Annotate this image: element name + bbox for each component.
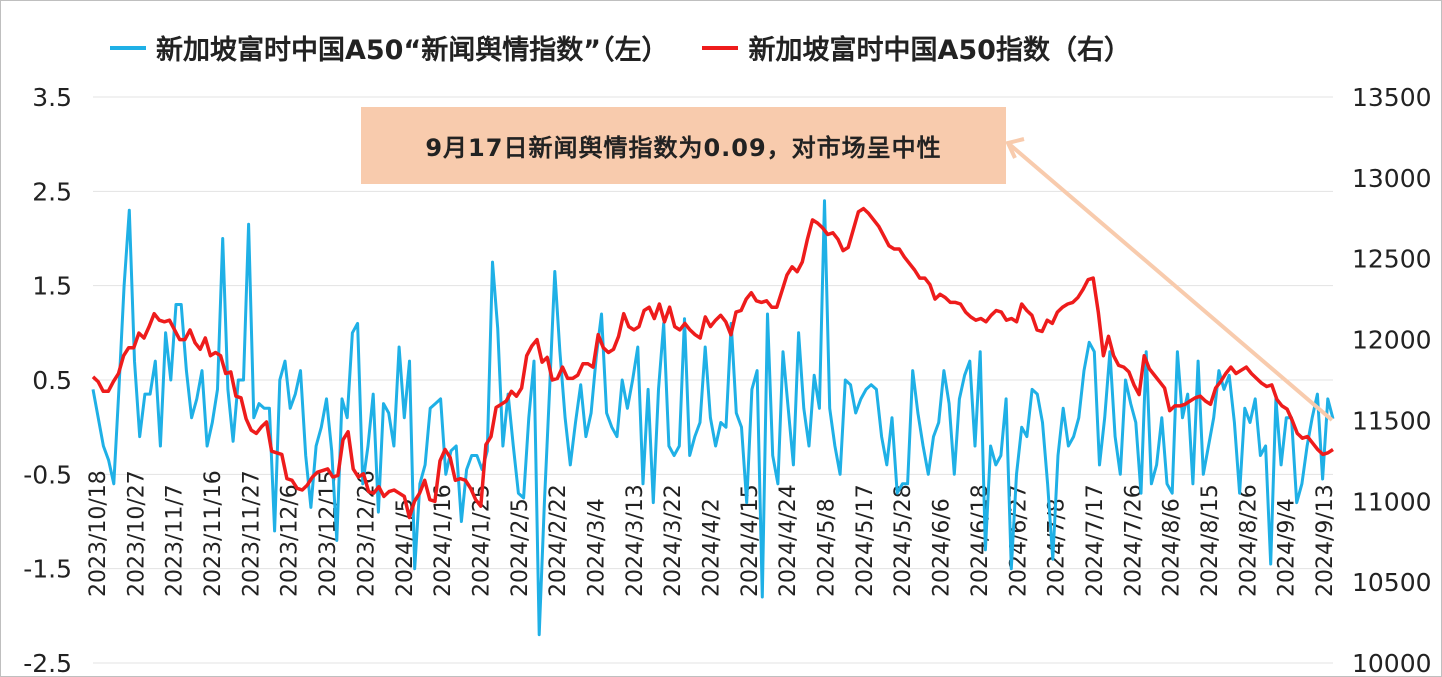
x-tick-label: 2024/3/22 — [661, 484, 686, 597]
x-tick-label: 2023/11/7 — [163, 484, 188, 597]
y-left-tick-label: 1.5 — [32, 272, 72, 301]
y-left-tick-label: 2.5 — [32, 177, 72, 206]
y-left-tick-label: 0.5 — [32, 366, 72, 395]
y-right-tick-label: 11000 — [1352, 487, 1432, 516]
y-left-tick-label: -2.5 — [23, 649, 72, 677]
legend-swatch-a50 — [702, 45, 739, 50]
y-right-tick-label: 10500 — [1352, 568, 1432, 597]
x-tick-label: 2024/4/15 — [738, 484, 763, 597]
x-tick-label: 2024/5/28 — [891, 484, 916, 597]
y-right-tick-label: 13000 — [1352, 164, 1432, 193]
x-tick-label: 2024/9/4 — [1275, 498, 1300, 597]
x-tick-label: 2024/5/17 — [853, 484, 878, 597]
legend-label-sentiment: 新加坡富时中国A50“新闻舆情指数”（左） — [156, 35, 669, 66]
x-tick-label: 2024/8/6 — [1160, 498, 1185, 597]
legend: 新加坡富时中国A50“新闻舆情指数”（左） 新加坡富时中国A50指数（右） — [110, 28, 1165, 67]
y-left-tick-label: -1.5 — [23, 555, 72, 584]
y-left-tick-label: -0.5 — [23, 460, 72, 489]
x-tick-label: 2024/3/13 — [623, 484, 648, 597]
x-tick-label: 2024/4/2 — [700, 498, 725, 597]
annotation-arrow — [1006, 141, 1334, 422]
legend-item-sentiment: 新加坡富时中国A50“新闻舆情指数”（左） — [110, 28, 668, 67]
y-right-tick-label: 12000 — [1352, 326, 1432, 355]
x-tick-label: 2024/6/6 — [930, 498, 955, 597]
y-right-tick-label: 11500 — [1352, 406, 1432, 435]
annotation-box: 9月17日新闻舆情指数为0.09，对市场呈中性 — [361, 107, 1006, 184]
y-right-tick-label: 13500 — [1352, 83, 1432, 112]
x-tick-label: 2023/10/27 — [124, 470, 149, 597]
series-line-sentiment — [91, 199, 1335, 637]
x-tick-label: 2024/8/15 — [1198, 484, 1223, 597]
y-right-tick-label: 12500 — [1352, 245, 1432, 274]
y-right-tick-label: 10000 — [1352, 649, 1432, 677]
legend-swatch-sentiment — [110, 45, 146, 50]
y-left-tick-label: 3.5 — [32, 83, 72, 112]
x-tick-label: 2024/2/5 — [508, 498, 533, 597]
annotation-text: 9月17日新闻舆情指数为0.09，对市场呈中性 — [425, 134, 942, 162]
x-tick-label: 2024/5/8 — [815, 498, 840, 597]
legend-label-a50: 新加坡富时中国A50指数（右） — [748, 35, 1131, 66]
x-tick-label: 2023/12/6 — [278, 484, 303, 597]
x-tick-label: 2024/9/13 — [1313, 484, 1338, 597]
legend-item-a50: 新加坡富时中国A50指数（右） — [702, 28, 1131, 67]
x-tick-label: 2024/7/17 — [1083, 484, 1108, 597]
x-tick-label: 2024/7/26 — [1121, 484, 1146, 597]
x-tick-label: 2024/4/24 — [776, 484, 801, 597]
x-tick-label: 2023/11/16 — [201, 470, 226, 597]
x-tick-label: 2024/2/22 — [546, 484, 571, 597]
x-tick-label: 2024/3/4 — [585, 498, 610, 597]
x-tick-label: 2023/10/18 — [86, 470, 111, 597]
x-tick-label: 2024/8/26 — [1236, 484, 1261, 597]
x-tick-label: 2023/11/27 — [239, 470, 264, 597]
annotation-arrowhead — [1005, 137, 1025, 159]
series-line-a50 — [91, 206, 1334, 520]
